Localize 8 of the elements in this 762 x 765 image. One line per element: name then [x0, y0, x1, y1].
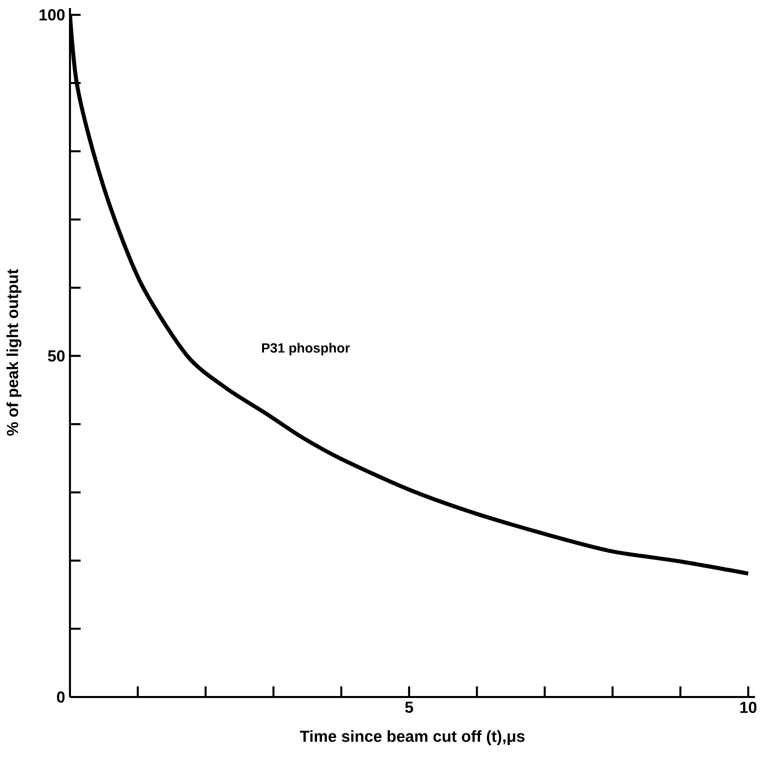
- y-tick-label: 0: [56, 691, 64, 703]
- text: P31 phosphor: [262, 342, 350, 356]
- x-axis-title: Time since beam cut off (t),μs: [300, 730, 524, 746]
- y-tick-label: 50: [48, 350, 64, 362]
- x-tick-label: 10: [740, 702, 756, 714]
- y-axis-title: % of peak light output: [6, 269, 22, 436]
- y-tick-label: 100: [39, 9, 64, 20]
- x-tick-label: 5: [404, 702, 413, 713]
